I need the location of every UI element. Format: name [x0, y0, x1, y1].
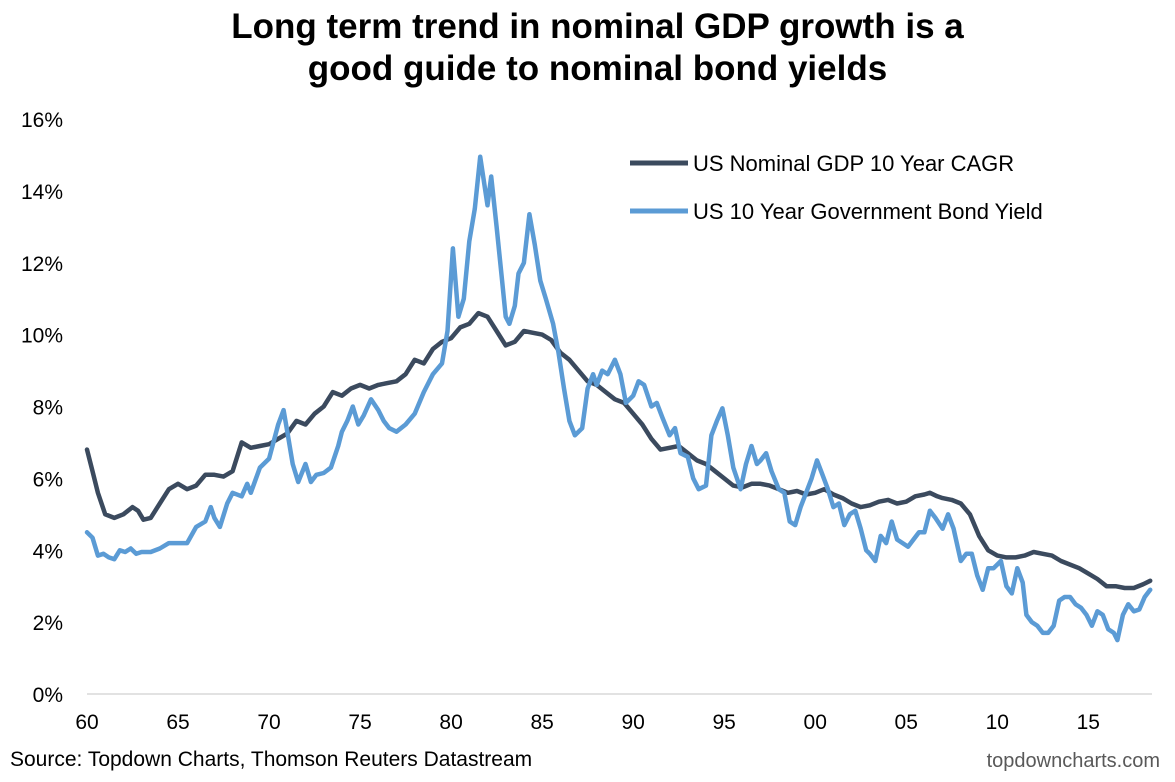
series-group	[84, 154, 1153, 643]
x-tick-label: 95	[712, 711, 735, 734]
y-tick-label: 12%	[21, 253, 63, 276]
legend: US Nominal GDP 10 Year CAGR US 10 Year Go…	[630, 151, 1043, 224]
x-tick-label: 00	[804, 711, 827, 734]
y-tick-label: 2%	[33, 612, 63, 635]
y-tick-label: 6%	[33, 468, 63, 491]
y-axis: 0% 2% 4% 6% 8% 10% 12% 14% 16%	[21, 109, 63, 707]
x-tick-label: 70	[257, 711, 280, 734]
x-tick-label: 60	[75, 711, 98, 734]
x-tick-label: 90	[621, 711, 644, 734]
chart-title: Long term trend in nominal GDP growth is…	[0, 6, 1175, 90]
x-tick-label: 05	[895, 711, 918, 734]
y-tick-label: 0%	[33, 684, 63, 707]
x-tick-label: 80	[439, 711, 462, 734]
y-tick-label: 16%	[21, 109, 63, 132]
legend-label: US Nominal GDP 10 Year CAGR	[693, 151, 1014, 176]
x-tick-label: 65	[166, 711, 189, 734]
series-line-gdp-cagr	[84, 310, 1153, 591]
x-tick-label: 10	[986, 711, 1009, 734]
x-tick-label: 15	[1077, 711, 1100, 734]
chart-title-line-2: good guide to nominal bond yields	[307, 49, 888, 88]
y-tick-label: 14%	[21, 181, 63, 204]
series-line-bond-yield	[84, 154, 1153, 643]
x-tick-label: 85	[530, 711, 553, 734]
x-axis: 60 65 70 75 80 85 90 95 00 05 10 15	[75, 693, 1152, 734]
chart-title-line-1: Long term trend in nominal GDP growth is…	[231, 7, 964, 46]
y-tick-label: 8%	[33, 397, 63, 420]
watermark: topdowncharts.com	[986, 750, 1160, 772]
x-tick-label: 75	[348, 711, 371, 734]
y-tick-label: 10%	[21, 325, 63, 348]
source-note: Source: Topdown Charts, Thomson Reuters …	[10, 748, 533, 771]
legend-label: US 10 Year Government Bond Yield	[693, 199, 1043, 224]
y-tick-label: 4%	[33, 540, 63, 563]
